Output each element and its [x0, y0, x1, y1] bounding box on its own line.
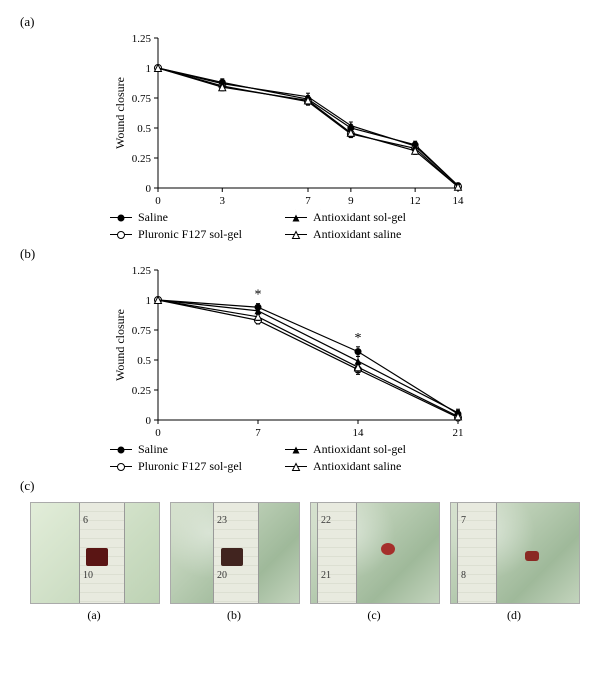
panel-label-a: (a): [20, 14, 590, 30]
svg-text:3: 3: [220, 195, 226, 207]
svg-text:7: 7: [255, 427, 261, 439]
legend-item-pluronic: Pluronic F127 sol-gel: [110, 459, 285, 474]
svg-text:0.75: 0.75: [132, 93, 152, 105]
svg-text:21: 21: [453, 427, 464, 439]
photo-caption: (d): [450, 608, 578, 623]
photo-caption: (a): [30, 608, 158, 623]
panel-label-c: (c): [20, 478, 590, 494]
photo-b: 2320(b): [170, 502, 298, 623]
legend-label: Pluronic F127 sol-gel: [138, 227, 242, 242]
svg-text:*: *: [255, 288, 262, 303]
svg-text:1.25: 1.25: [132, 265, 152, 277]
chart-b: 0 0.25 0.5 0.75 1 1.25 0 7 14 21 Wound closure (day…: [110, 262, 465, 442]
svg-text:7: 7: [305, 195, 311, 207]
svg-text:12: 12: [410, 195, 421, 207]
legend-a: Saline Antioxidant sol-gel Pluronic F127 s…: [110, 210, 590, 242]
legend-label: Saline: [138, 210, 168, 225]
svg-text:1: 1: [146, 63, 152, 75]
svg-text:0.25: 0.25: [132, 385, 152, 397]
legend-b: Saline Antioxidant sol-gel Pluronic F127 s…: [110, 442, 590, 474]
svg-text:*: *: [355, 331, 362, 346]
legend-item-antiox_solgel: Antioxidant sol-gel: [285, 442, 460, 457]
svg-text:0: 0: [155, 195, 161, 207]
legend-item-antiox_solgel: Antioxidant sol-gel: [285, 210, 460, 225]
legend-item-antiox_saline: Antioxidant saline: [285, 227, 460, 242]
svg-text:(days): (days): [293, 439, 323, 442]
photo-c: 2221(c): [310, 502, 438, 623]
chart-a: 0 0.25 0.5 0.75 1 1.25 0 3 7 9 12 14 Wound closure (D…: [110, 30, 465, 210]
svg-text:9: 9: [348, 195, 354, 207]
svg-text:0: 0: [146, 183, 152, 195]
legend-label: Antioxidant sol-gel: [313, 442, 406, 457]
photo-caption: (b): [170, 608, 298, 623]
svg-text:Wound closure: Wound closure: [113, 309, 127, 381]
legend-label: Saline: [138, 442, 168, 457]
svg-text:0: 0: [155, 427, 161, 439]
legend-item-antiox_saline: Antioxidant saline: [285, 459, 460, 474]
legend-label: Antioxidant saline: [313, 227, 401, 242]
photo-d: 78(d): [450, 502, 578, 623]
legend-item-pluronic: Pluronic F127 sol-gel: [110, 227, 285, 242]
legend-item-saline: Saline: [110, 442, 285, 457]
legend-item-saline: Saline: [110, 210, 285, 225]
legend-label: Antioxidant saline: [313, 459, 401, 474]
svg-text:Wound closure: Wound closure: [113, 77, 127, 149]
svg-text:1: 1: [146, 295, 152, 307]
svg-text:1.25: 1.25: [132, 33, 152, 45]
svg-text:0.5: 0.5: [137, 123, 151, 135]
legend-label: Antioxidant sol-gel: [313, 210, 406, 225]
svg-text:14: 14: [353, 427, 365, 439]
svg-text:14: 14: [453, 195, 465, 207]
svg-text:(Days): (Days): [292, 207, 325, 210]
photo-a: 610(a): [30, 502, 158, 623]
svg-text:0.25: 0.25: [132, 153, 152, 165]
legend-label: Pluronic F127 sol-gel: [138, 459, 242, 474]
svg-text:0.5: 0.5: [137, 355, 151, 367]
svg-text:0: 0: [146, 415, 152, 427]
photo-row: 610(a)2320(b)2221(c)78(d): [30, 502, 590, 623]
svg-text:0.75: 0.75: [132, 325, 152, 337]
photo-caption: (c): [310, 608, 438, 623]
panel-label-b: (b): [20, 246, 590, 262]
